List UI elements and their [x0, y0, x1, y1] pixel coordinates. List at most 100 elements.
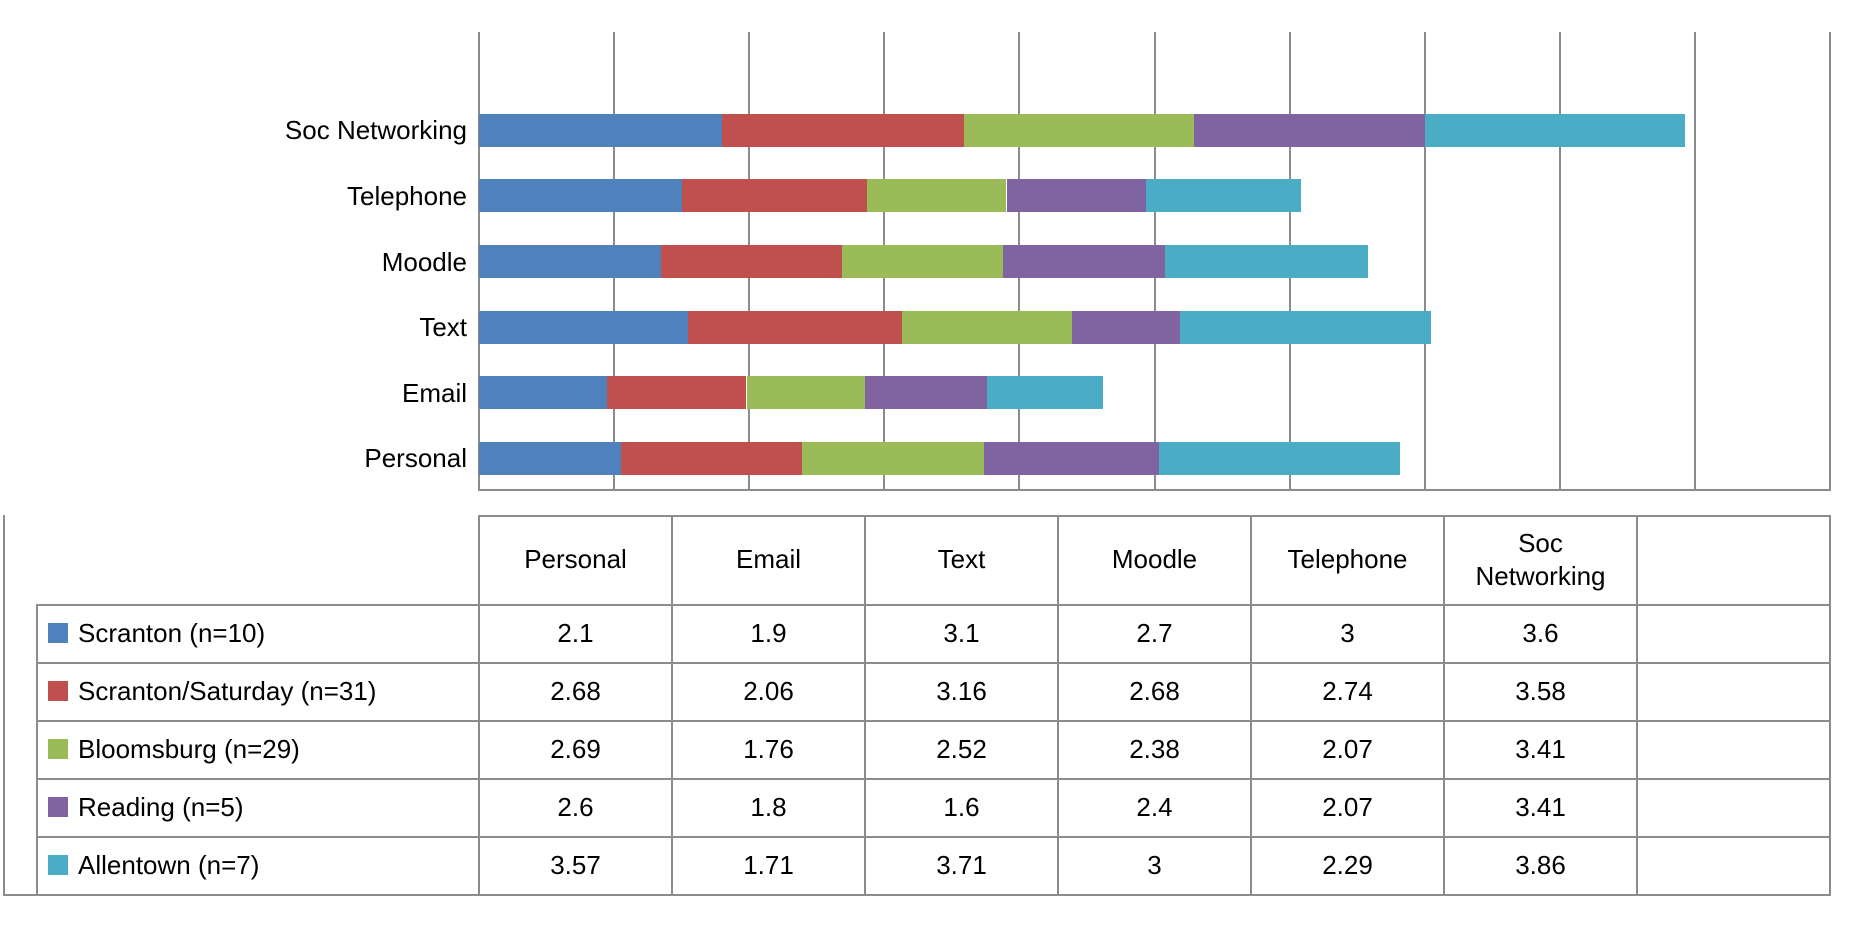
table-col-border [478, 515, 480, 894]
table-cell: 3 [1340, 617, 1355, 648]
bar-segment [1180, 310, 1431, 344]
x-gridline [1558, 32, 1561, 491]
table-row-label: Reading (n=5) [78, 791, 244, 822]
bar-segment [661, 245, 843, 278]
legend-swatch [48, 797, 68, 817]
x-gridline [1423, 32, 1426, 491]
table-label-col-border [36, 604, 38, 894]
table-col-border [864, 515, 866, 894]
category-label: Personal [364, 443, 467, 474]
table-cell: 2.07 [1322, 733, 1373, 764]
bar-segment [746, 376, 866, 410]
table-row-label: Scranton/Saturday (n=31) [78, 675, 377, 706]
bar-segment [801, 441, 984, 475]
table-row-border [36, 720, 1831, 722]
table-row-border [36, 662, 1831, 664]
table-cell: 2.68 [550, 675, 601, 706]
bar-segment [866, 179, 1007, 213]
table-cell: 3.58 [1515, 675, 1566, 706]
table-cell: 3.71 [936, 849, 987, 880]
table-col-border [1829, 515, 1831, 894]
bar-segment [479, 113, 723, 147]
category-label: Email [401, 377, 467, 408]
table-cell: 2.1 [557, 617, 594, 648]
bar-segment [1159, 441, 1401, 475]
table-cell: 3.41 [1515, 791, 1566, 822]
bar-segment [620, 441, 802, 475]
bar-segment [901, 310, 1073, 344]
table-header-label: Telephone [1287, 544, 1408, 575]
bar-segment [479, 245, 662, 278]
table-top-border [478, 515, 1831, 517]
table-col-border [1443, 515, 1445, 894]
table-row-border [36, 836, 1831, 838]
table-row-border [36, 778, 1831, 780]
legend-swatch [48, 739, 68, 759]
bar-segment [479, 441, 621, 475]
bar-segment [607, 376, 747, 410]
table-col-border [1057, 515, 1059, 894]
bar-segment [681, 179, 867, 213]
table-cell: 1.71 [743, 849, 794, 880]
table-cell: 1.9 [750, 617, 787, 648]
table-cell: 2.06 [743, 675, 794, 706]
table-bottom-border [3, 894, 1831, 896]
bar-segment [865, 376, 987, 410]
table-cell: 3.57 [550, 849, 601, 880]
category-label: Moodle [381, 246, 467, 277]
bar-segment [964, 113, 1195, 147]
table-col-border [1636, 515, 1638, 894]
bar-segment [1072, 310, 1181, 344]
table-header-cell: Text [865, 517, 1058, 602]
table-header-cell [1637, 517, 1830, 602]
table-cell: 3.6 [1522, 617, 1559, 648]
table-row-label: Scranton (n=10) [78, 617, 266, 648]
table-cell: 2.29 [1322, 849, 1373, 880]
table-cell: 2.07 [1322, 791, 1373, 822]
x-gridline [1829, 32, 1831, 491]
table-header-label: Soc Networking [1475, 528, 1606, 591]
table-cell: 3.86 [1515, 849, 1566, 880]
bar-segment [479, 310, 689, 344]
bar-segment [1146, 179, 1302, 213]
legend-swatch [48, 681, 68, 701]
table-cell: 2.4 [1136, 791, 1173, 822]
table-col-border [671, 515, 673, 894]
table-header-cell: Telephone [1251, 517, 1444, 602]
table-cell: 2.68 [1129, 675, 1180, 706]
table-row-label: Bloomsburg (n=29) [78, 733, 300, 764]
table-cell: 3.16 [936, 675, 987, 706]
bar-segment [688, 310, 902, 344]
bar-segment [1003, 245, 1166, 278]
bar-segment [1006, 179, 1147, 213]
table-row-label: Allentown (n=7) [78, 849, 260, 880]
table-header-label: Moodle [1111, 544, 1198, 575]
table-cell: 1.6 [943, 791, 980, 822]
legend-swatch [48, 855, 68, 875]
table-header-label: Text [937, 544, 986, 575]
legend-swatch [48, 623, 68, 643]
table-header-label: Personal [524, 544, 627, 575]
x-gridline [1693, 32, 1696, 491]
table-header-cell: Moodle [1058, 517, 1251, 602]
bar-segment [479, 179, 682, 213]
bar-segment [1165, 245, 1368, 278]
table-header-cell: Email [672, 517, 865, 602]
table-cell: 2.52 [936, 733, 987, 764]
table-cell: 1.76 [743, 733, 794, 764]
table-cell: 3.41 [1515, 733, 1566, 764]
x-axis-line [478, 489, 1831, 491]
category-label: Text [419, 312, 467, 343]
table-header-cell: Personal [479, 517, 672, 602]
table-cell: 2.6 [557, 791, 594, 822]
table-cell: 3 [1147, 849, 1162, 880]
bar-segment [1424, 113, 1686, 147]
table-cell: 2.38 [1129, 733, 1180, 764]
table-col-border [1250, 515, 1252, 894]
table-cell: 1.8 [750, 791, 787, 822]
table-header-label: Email [735, 544, 801, 575]
table-header-bottom-border [36, 604, 1831, 606]
bar-segment [842, 245, 1004, 278]
bar-segment [722, 113, 964, 147]
